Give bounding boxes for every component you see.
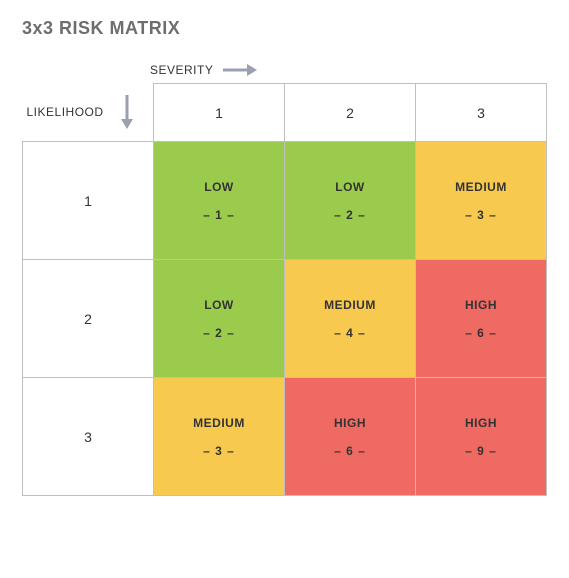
- risk-level-label: MEDIUM: [455, 180, 507, 194]
- risk-level-label: HIGH: [334, 416, 366, 430]
- severity-label: SEVERITY: [150, 63, 213, 77]
- row-header: 2: [23, 260, 154, 378]
- risk-level-label: HIGH: [465, 298, 497, 312]
- risk-score: – 2 –: [203, 326, 235, 340]
- risk-cell: MEDIUM – 3 –: [154, 378, 285, 496]
- risk-cell: MEDIUM – 4 –: [285, 260, 416, 378]
- risk-cell: HIGH – 6 –: [416, 260, 547, 378]
- risk-score: – 3 –: [465, 208, 497, 222]
- matrix-corner: LIKELIHOOD: [23, 84, 154, 142]
- risk-score: – 1 –: [203, 208, 235, 222]
- risk-level-label: LOW: [335, 180, 365, 194]
- row-header: 3: [23, 378, 154, 496]
- risk-cell: HIGH – 6 –: [285, 378, 416, 496]
- col-header: 2: [285, 84, 416, 142]
- risk-cell: MEDIUM – 3 –: [416, 142, 547, 260]
- risk-cell: LOW – 2 –: [154, 260, 285, 378]
- risk-cell: LOW – 2 –: [285, 142, 416, 260]
- col-header: 1: [154, 84, 285, 142]
- risk-level-label: MEDIUM: [193, 416, 245, 430]
- risk-cell: LOW – 1 –: [154, 142, 285, 260]
- arrow-right-icon: [223, 63, 257, 77]
- risk-score: – 2 –: [334, 208, 366, 222]
- row-header: 1: [23, 142, 154, 260]
- page-title: 3x3 RISK MATRIX: [22, 18, 547, 39]
- risk-score: – 9 –: [465, 444, 497, 458]
- risk-score: – 3 –: [203, 444, 235, 458]
- arrow-down-icon: [120, 95, 134, 129]
- likelihood-label: LIKELIHOOD: [27, 105, 104, 119]
- risk-cell: HIGH – 9 –: [416, 378, 547, 496]
- risk-level-label: HIGH: [465, 416, 497, 430]
- risk-level-label: LOW: [204, 298, 234, 312]
- risk-level-label: MEDIUM: [324, 298, 376, 312]
- likelihood-axis: LIKELIHOOD: [23, 95, 154, 129]
- risk-score: – 4 –: [334, 326, 366, 340]
- risk-score: – 6 –: [334, 444, 366, 458]
- risk-level-label: LOW: [204, 180, 234, 194]
- risk-matrix-table: LIKELIHOOD 1 2 3 1 LOW – 1 –: [22, 83, 547, 496]
- risk-matrix: SEVERITY LIKELIHOOD: [22, 63, 547, 496]
- severity-axis: SEVERITY: [150, 63, 547, 77]
- col-header: 3: [416, 84, 547, 142]
- risk-score: – 6 –: [465, 326, 497, 340]
